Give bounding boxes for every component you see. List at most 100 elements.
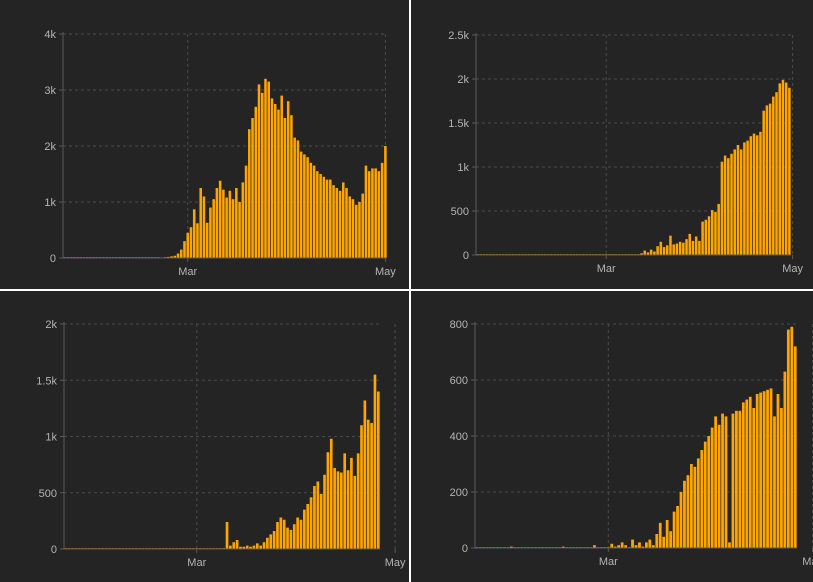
bar (270, 98, 274, 259)
bar (736, 145, 740, 255)
bar (676, 506, 679, 548)
bar (662, 247, 666, 255)
bar (212, 199, 215, 258)
y-tick-label: 2k (45, 319, 57, 331)
bar (738, 410, 742, 548)
bar (319, 174, 322, 258)
bar (675, 243, 679, 255)
y-tick-label: 0 (463, 250, 469, 262)
y-tick-label: 1.5k (36, 375, 57, 387)
y-tick-label: 1k (44, 197, 56, 209)
bar (698, 240, 701, 255)
bar (286, 101, 290, 258)
bar (248, 129, 251, 258)
bar (343, 453, 347, 550)
x-tick-label: May (802, 556, 813, 568)
bar (707, 436, 711, 548)
bar (273, 104, 277, 258)
bar (367, 171, 371, 258)
bar (752, 408, 756, 548)
y-tick-label: 200 (450, 487, 468, 499)
bar (700, 450, 704, 548)
bar (366, 419, 370, 550)
x-tick-label: May (375, 266, 396, 278)
bar (728, 542, 731, 548)
bar (323, 474, 326, 549)
y-tick-label: 0 (462, 543, 468, 555)
bar (776, 394, 780, 548)
bar (351, 199, 355, 258)
bar (653, 251, 656, 255)
bar (509, 546, 513, 548)
x-tick-label: May (782, 263, 803, 275)
bar (338, 190, 342, 258)
bar (669, 235, 672, 255)
y-tick-label: 2k (457, 74, 469, 86)
bar (333, 468, 336, 549)
bar-chart-3: 0 500 1k 1.5k 2k Mar May (36, 319, 406, 569)
bar (641, 546, 645, 548)
bar (772, 96, 775, 255)
bar (249, 546, 252, 549)
bar (306, 504, 310, 549)
bar (260, 92, 264, 258)
bar (613, 546, 617, 548)
bar (649, 249, 653, 255)
y-tick-label: 400 (450, 431, 468, 443)
y-tick-label: 2.5k (448, 30, 469, 42)
y-tick-label: 1k (457, 162, 469, 174)
bar (189, 227, 193, 258)
y-tick-label: 500 (451, 206, 469, 218)
bar (231, 199, 235, 258)
bar (648, 539, 652, 548)
bar (662, 536, 666, 548)
x-tick-label: May (385, 557, 406, 569)
bar (293, 137, 296, 258)
bar (720, 161, 724, 255)
bar (335, 188, 339, 258)
bar (380, 162, 384, 258)
bar (264, 78, 267, 258)
bar (766, 389, 769, 548)
bar (296, 140, 300, 258)
bar (703, 441, 707, 548)
bar (222, 189, 225, 258)
bar (313, 486, 316, 549)
bar (634, 545, 638, 548)
bar (358, 202, 361, 258)
bar (727, 158, 730, 255)
bar (645, 542, 648, 548)
bar (780, 408, 783, 548)
bar (710, 427, 714, 548)
bar (373, 374, 377, 550)
bar (717, 203, 720, 255)
bar (235, 540, 239, 549)
bar (717, 424, 721, 548)
bar (266, 537, 269, 549)
bar (561, 546, 565, 548)
x-tick-label: Mar (187, 557, 206, 569)
bar (336, 471, 340, 550)
bar (255, 543, 259, 550)
bar (631, 539, 634, 548)
bar (793, 346, 797, 548)
bar (353, 475, 357, 550)
bar (251, 118, 254, 258)
bar (283, 118, 287, 258)
bar (651, 545, 655, 548)
bar (773, 416, 776, 548)
bar (762, 391, 766, 548)
bar (707, 216, 711, 255)
bar (282, 519, 286, 549)
bar (167, 256, 170, 258)
bar (267, 81, 271, 258)
bar (765, 105, 769, 256)
bar (683, 480, 686, 548)
bar (733, 149, 736, 255)
bar (277, 109, 280, 258)
bar (739, 149, 743, 255)
bar (316, 171, 319, 258)
bar (183, 241, 186, 258)
bar (309, 162, 313, 258)
y-tick-label: 600 (450, 375, 468, 387)
